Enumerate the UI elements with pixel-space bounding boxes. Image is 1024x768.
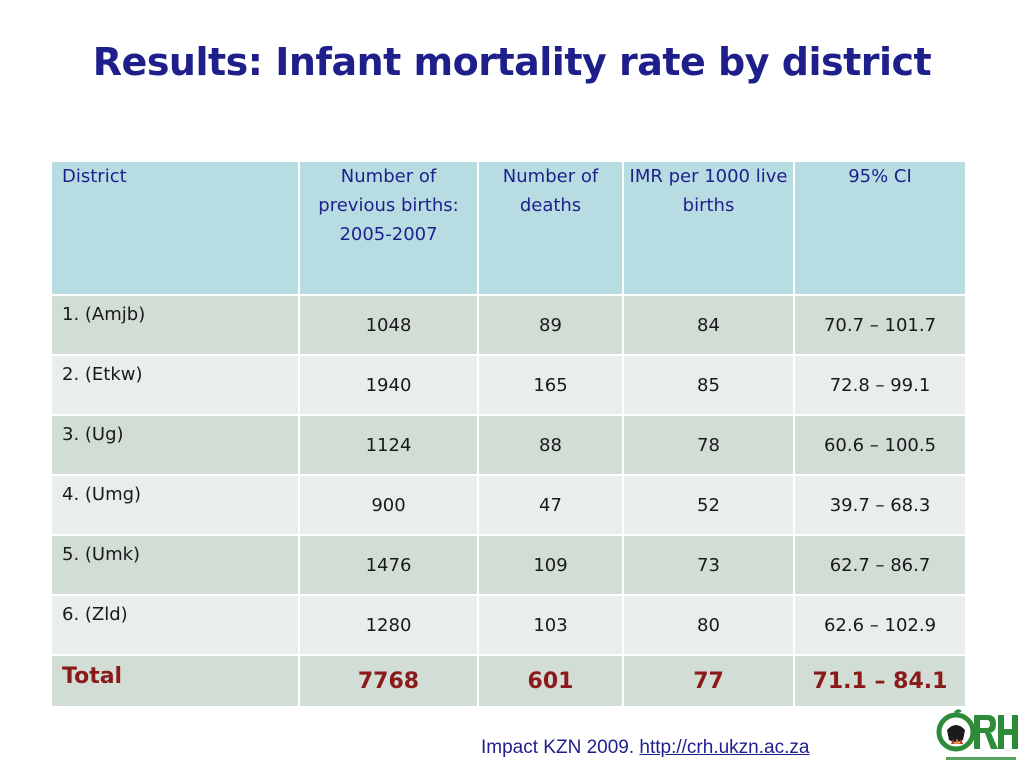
header-district: District — [50, 160, 300, 296]
district-cell: 1. (Amjb) — [50, 294, 300, 356]
district-cell: 3. (Ug) — [50, 414, 300, 476]
footer-citation: Impact KZN 2009. http://crh.ukzn.ac.za — [481, 737, 809, 759]
table-row: 3. (Ug) 1124 88 78 60.6 – 100.5 — [50, 414, 967, 476]
imr-cell: 73 — [622, 534, 795, 596]
imr-cell: 84 — [622, 294, 795, 356]
deaths-cell: 88 — [477, 414, 624, 476]
slide-title: Results: Infant mortality rate by distri… — [92, 40, 932, 84]
ci-cell: 60.6 – 100.5 — [793, 414, 967, 476]
header-births: Number of previous births: 2005-2007 — [298, 160, 479, 296]
table-row: 1. (Amjb) 1048 89 84 70.7 – 101.7 — [50, 294, 967, 356]
district-cell: 4. (Umg) — [50, 474, 300, 536]
total-row: Total 7768 601 77 71.1 – 84.1 — [50, 654, 967, 708]
header-deaths: Number of deaths — [477, 160, 624, 296]
births-cell: 1940 — [298, 354, 479, 416]
imr-cell: 80 — [622, 594, 795, 656]
births-cell: 1280 — [298, 594, 479, 656]
total-deaths: 601 — [477, 654, 624, 708]
header-imr: IMR per 1000 live births — [622, 160, 795, 296]
births-cell: 1476 — [298, 534, 479, 596]
total-label: Total — [50, 654, 300, 708]
table-header-row: District Number of previous births: 2005… — [50, 160, 967, 296]
table-row: 2. (Etkw) 1940 165 85 72.8 – 99.1 — [50, 354, 967, 416]
births-cell: 1124 — [298, 414, 479, 476]
deaths-cell: 47 — [477, 474, 624, 536]
births-cell: 900 — [298, 474, 479, 536]
table-row: 6. (Zld) 1280 103 80 62.6 – 102.9 — [50, 594, 967, 656]
deaths-cell: 103 — [477, 594, 624, 656]
ci-cell: 62.6 – 102.9 — [793, 594, 967, 656]
district-cell: 6. (Zld) — [50, 594, 300, 656]
imr-cell: 52 — [622, 474, 795, 536]
header-ci: 95% CI — [793, 160, 967, 296]
deaths-cell: 165 — [477, 354, 624, 416]
district-cell: 5. (Umk) — [50, 534, 300, 596]
total-births: 7768 — [298, 654, 479, 708]
deaths-cell: 89 — [477, 294, 624, 356]
citation-text: Impact KZN 2009. — [481, 737, 640, 758]
deaths-cell: 109 — [477, 534, 624, 596]
table-row: 4. (Umg) 900 47 52 39.7 – 68.3 — [50, 474, 967, 536]
imr-cell: 78 — [622, 414, 795, 476]
ci-cell: 70.7 – 101.7 — [793, 294, 967, 356]
total-imr: 77 — [622, 654, 795, 708]
results-table: District Number of previous births: 2005… — [50, 160, 967, 708]
crh-logo-icon — [936, 709, 1018, 760]
ci-cell: 72.8 – 99.1 — [793, 354, 967, 416]
imr-cell: 85 — [622, 354, 795, 416]
births-cell: 1048 — [298, 294, 479, 356]
table-row: 5. (Umk) 1476 109 73 62.7 – 86.7 — [50, 534, 967, 596]
total-ci: 71.1 – 84.1 — [793, 654, 967, 708]
district-cell: 2. (Etkw) — [50, 354, 300, 416]
ci-cell: 62.7 – 86.7 — [793, 534, 967, 596]
source-link[interactable]: http://crh.ukzn.ac.za — [639, 737, 810, 758]
ci-cell: 39.7 – 68.3 — [793, 474, 967, 536]
